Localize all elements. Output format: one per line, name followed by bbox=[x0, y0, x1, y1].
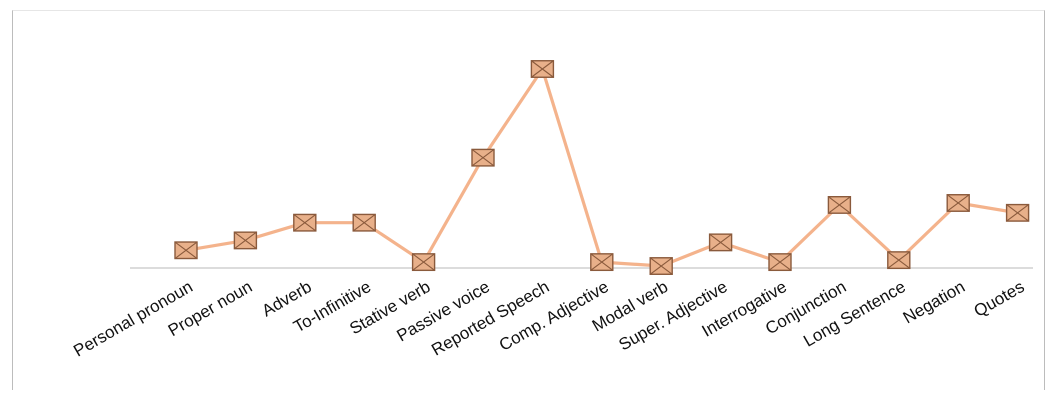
x-tick-label: Long Sentence bbox=[800, 277, 909, 351]
data-point bbox=[887, 251, 911, 270]
data-point bbox=[293, 213, 317, 232]
data-point bbox=[174, 241, 198, 260]
data-point bbox=[1005, 203, 1030, 222]
data-point bbox=[708, 233, 733, 252]
data-point bbox=[411, 253, 436, 272]
data-point bbox=[946, 194, 970, 212]
data-point bbox=[233, 231, 258, 250]
series-line bbox=[185, 67, 1018, 268]
data-point bbox=[590, 253, 614, 272]
data-point bbox=[530, 60, 555, 78]
data-point bbox=[471, 148, 495, 167]
data-point bbox=[649, 257, 673, 275]
data-point bbox=[352, 213, 376, 232]
series-line-layer bbox=[185, 67, 1018, 268]
data-point bbox=[768, 253, 792, 272]
x-tick-label: Negation bbox=[900, 277, 968, 327]
chart-frame bbox=[12, 10, 1045, 390]
x-tick-label: Quotes bbox=[971, 277, 1028, 321]
data-point bbox=[827, 196, 852, 214]
marker-layer bbox=[174, 60, 1030, 275]
